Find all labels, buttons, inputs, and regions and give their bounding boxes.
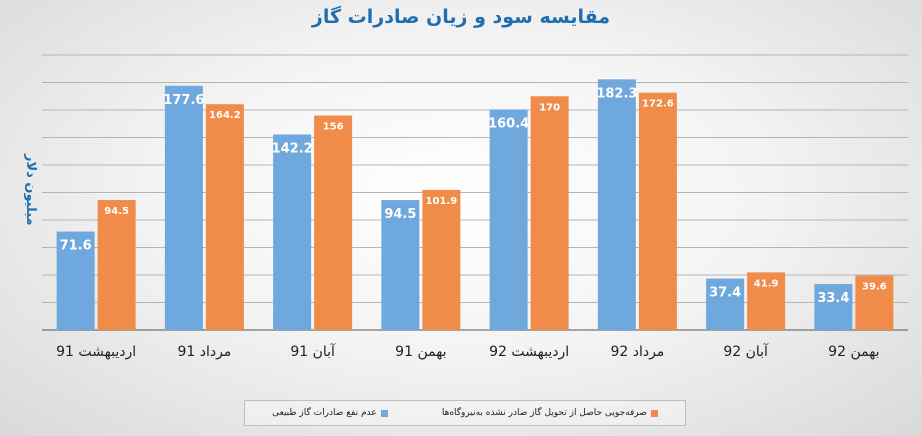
bar-series-1 <box>314 115 353 330</box>
data-label-series-1: 156 <box>323 122 344 133</box>
bar-series-0 <box>706 278 745 330</box>
bar-series-1 <box>855 275 894 330</box>
x-tick-label: اردیبهشت 91 <box>56 344 136 360</box>
legend-swatch-series-0 <box>380 409 388 417</box>
data-label-series-0: 142.2 <box>272 141 313 156</box>
x-tick-label: آبان 91 <box>290 343 336 360</box>
x-tick-label: بهمن 92 <box>828 344 879 360</box>
data-label-series-0: 33.4 <box>817 291 849 306</box>
data-label-series-0: 37.4 <box>709 286 741 301</box>
data-label-series-0: 71.6 <box>60 239 92 254</box>
data-label-series-0: 177.6 <box>163 93 204 108</box>
data-label-series-1: 39.6 <box>862 282 887 293</box>
bar-series-0 <box>381 200 420 330</box>
legend-label-series-0: عدم نفع صادرات گاز طبیعی <box>272 408 377 418</box>
legend-label-series-1: صرفه‌جویی حاصل از تحویل گاز صادر نشده به… <box>441 408 647 418</box>
data-label-series-1: 94.5 <box>104 206 129 217</box>
data-label-series-0: 160.4 <box>488 116 529 131</box>
x-tick-label: بهمن 91 <box>395 344 446 360</box>
x-tick-label: مرداد 91 <box>177 344 231 360</box>
data-label-series-0: 182.3 <box>596 86 637 101</box>
chart-title: مقایسه سود و زیان صادرات گاز <box>311 6 611 28</box>
bar-series-1 <box>97 200 136 330</box>
data-label-series-1: 164.2 <box>209 110 241 121</box>
legend-item-series-1: صرفه‌جویی حاصل از تحویل گاز صادر نشده به… <box>442 408 658 418</box>
bar-series-1 <box>422 189 461 330</box>
bar-series-0 <box>273 134 312 330</box>
bar-series-0 <box>489 109 528 330</box>
legend: صرفه‌جویی حاصل از تحویل گاز صادر نشده به… <box>244 400 686 426</box>
x-tick-label: آبان 92 <box>723 343 769 360</box>
y-axis-label: میلیون دلار <box>23 154 38 226</box>
x-tick-label: مرداد 92 <box>610 344 664 360</box>
legend-item-series-0: عدم نفع صادرات گاز طبیعی <box>272 408 388 418</box>
data-label-series-0: 94.5 <box>384 207 416 222</box>
bar-series-1 <box>638 92 677 330</box>
bar-series-0 <box>56 231 95 330</box>
x-tick-label: اردیبهشت 92 <box>489 344 569 360</box>
bar-series-0 <box>597 79 636 331</box>
bar-series-1 <box>747 272 786 330</box>
data-label-series-1: 41.9 <box>754 278 779 289</box>
data-label-series-1: 170 <box>539 102 560 113</box>
data-label-series-1: 172.6 <box>642 99 674 110</box>
bar-series-0 <box>164 85 203 330</box>
legend-swatch-series-1 <box>650 409 658 417</box>
bar-series-1 <box>205 104 244 330</box>
bar-series-0 <box>814 284 853 330</box>
data-label-series-1: 101.9 <box>426 196 458 207</box>
bar-series-1 <box>530 96 569 330</box>
